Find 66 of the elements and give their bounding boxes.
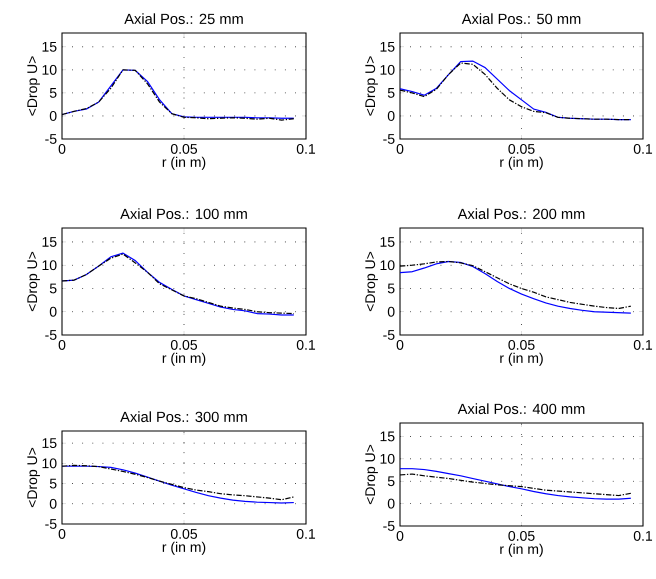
y-tick-label: 0 xyxy=(50,306,57,317)
y-tick-label: 15 xyxy=(380,432,394,442)
y-tick-label: 10 xyxy=(42,260,57,270)
x-tick-label: 0 xyxy=(396,530,404,541)
y-tick-label: 15 xyxy=(42,237,56,247)
x-tick-label: 0 xyxy=(58,528,66,539)
x-tick-label: 0.1 xyxy=(296,144,316,154)
y-tick-label: 15 xyxy=(42,42,56,52)
y-axis-title: <Drop U> xyxy=(27,56,40,116)
x-axis-title: r (in m) xyxy=(500,544,543,557)
x-tick-label: 0 xyxy=(396,144,404,154)
x-tick-label: 0.05 xyxy=(170,144,198,154)
y-tick-label: -5 xyxy=(383,330,394,340)
y-tick-label: -5 xyxy=(383,134,394,144)
chart-title: Axial Pos.: 400 mm xyxy=(458,403,584,414)
x-tick-label: 0 xyxy=(58,340,66,350)
x-tick-label: 0.05 xyxy=(170,340,198,350)
chart-title: Axial Pos.: 50 mm xyxy=(462,13,580,24)
y-tick-label: 5 xyxy=(50,478,56,488)
x-tick-label: 0.1 xyxy=(296,528,316,539)
x-tick-label: 0.05 xyxy=(508,340,535,350)
y-tick-label: 0 xyxy=(388,111,395,121)
y-axis-title: <Drop U> xyxy=(27,252,40,312)
x-tick-label: 0.1 xyxy=(634,530,652,541)
x-tick-label: 0.1 xyxy=(634,144,652,154)
x-tick-label: 0.05 xyxy=(170,528,198,539)
x-axis-title: r (in m) xyxy=(500,352,543,366)
y-tick-label: 10 xyxy=(42,64,57,75)
y-tick-label: 10 xyxy=(380,260,395,270)
y-tick-label: 15 xyxy=(42,438,56,448)
y-axis-title: <Drop U> xyxy=(365,56,378,116)
y-tick-label: 0 xyxy=(50,111,57,121)
y-tick-label: 10 xyxy=(42,458,57,468)
y-tick-label: 5 xyxy=(50,284,56,294)
x-axis-title: r (in m) xyxy=(162,542,206,555)
x-axis-title: r (in m) xyxy=(162,352,206,366)
chart-title: Axial Pos.: 200 mm xyxy=(458,208,584,220)
x-tick-label: 0.1 xyxy=(296,340,316,350)
y-tick-label: 0 xyxy=(50,498,57,509)
y-tick-label: -5 xyxy=(45,330,56,340)
y-tick-label: 5 xyxy=(388,88,394,98)
y-tick-label: 15 xyxy=(380,42,394,52)
y-tick-label: 5 xyxy=(50,88,56,98)
x-tick-label: 0.1 xyxy=(634,340,652,350)
x-tick-label: 0.05 xyxy=(508,530,535,541)
x-tick-label: 0 xyxy=(58,144,66,154)
y-tick-label: 0 xyxy=(388,498,395,509)
y-axis-title: <Drop U> xyxy=(365,444,378,504)
x-axis-title: r (in m) xyxy=(162,156,206,170)
y-tick-label: 5 xyxy=(388,284,394,294)
chart-title: Axial Pos.: 25 mm xyxy=(124,13,243,24)
y-tick-label: 0 xyxy=(388,306,395,317)
y-axis-title: <Drop U> xyxy=(27,448,40,508)
y-tick-label: 15 xyxy=(380,237,394,247)
chart-title: Axial Pos.: 300 mm xyxy=(120,411,247,422)
chart-title: Axial Pos.: 100 mm xyxy=(120,208,247,220)
y-tick-label: 5 xyxy=(388,476,394,486)
x-axis-title: r (in m) xyxy=(500,156,543,170)
y-tick-label: -5 xyxy=(45,519,56,529)
y-tick-label: 10 xyxy=(380,454,395,464)
y-tick-label: 10 xyxy=(380,64,395,75)
y-tick-label: -5 xyxy=(45,134,56,144)
y-tick-label: -5 xyxy=(383,521,394,531)
x-tick-label: 0.05 xyxy=(508,144,535,154)
x-tick-label: 0 xyxy=(396,340,404,350)
y-axis-title: <Drop U> xyxy=(365,252,378,312)
